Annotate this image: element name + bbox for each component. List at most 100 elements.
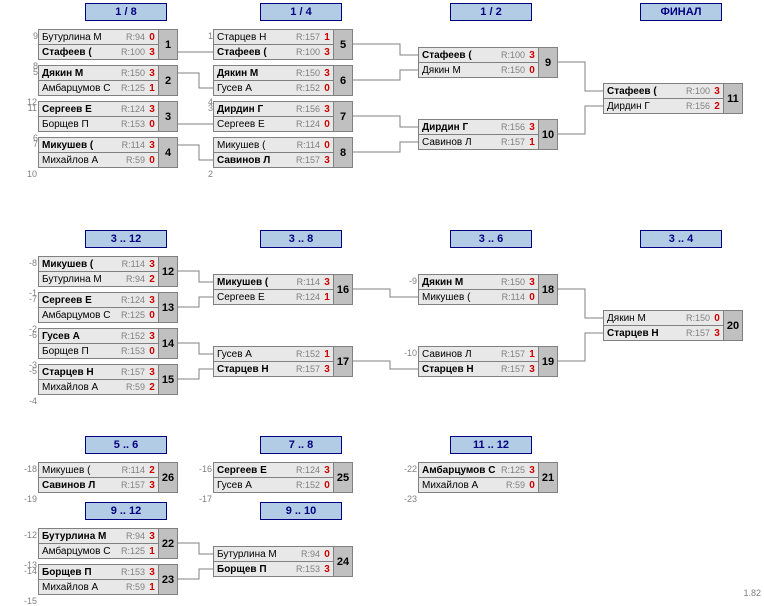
score: 3 bbox=[146, 531, 158, 542]
rating: R:59 bbox=[117, 582, 146, 592]
player-row: 3Дирдин ГR:1563 bbox=[214, 102, 334, 117]
rating: R:156 bbox=[292, 104, 321, 114]
player-name: Амбарцумов С bbox=[39, 546, 117, 557]
player-row: Гусев АR:1521 bbox=[214, 347, 334, 362]
score: 1 bbox=[526, 349, 538, 360]
score: 3 bbox=[146, 480, 158, 491]
player-name: Михайлов А bbox=[419, 480, 497, 491]
match-m10: Дирдин ГR:1563Савинов ЛR:157110 bbox=[418, 119, 558, 150]
header-9-10: 9 .. 10 bbox=[260, 502, 342, 520]
player-name: Дирдин Г bbox=[419, 122, 497, 133]
player-name: Сергеев Е bbox=[39, 295, 117, 306]
player-row: -22Амбарцумов СR:1253 bbox=[419, 463, 539, 478]
score: 3 bbox=[526, 277, 538, 288]
score: 2 bbox=[711, 101, 723, 112]
player-row: -1Бутурлина МR:942 bbox=[39, 272, 159, 287]
rating: R:100 bbox=[682, 86, 711, 96]
match-m19: -10Савинов ЛR:1571Старцев НR:157319 bbox=[418, 346, 558, 377]
player-row: -19Савинов ЛR:1573 bbox=[39, 478, 159, 493]
player-row: Борщев ПR:1533 bbox=[214, 562, 334, 577]
score: 3 bbox=[146, 140, 158, 151]
rating: R:152 bbox=[117, 331, 146, 341]
match-number: 6 bbox=[334, 66, 353, 96]
score: 3 bbox=[321, 47, 333, 58]
rating: R:94 bbox=[292, 549, 321, 559]
score: 3 bbox=[321, 155, 333, 166]
rating: R:157 bbox=[292, 155, 321, 165]
match-m3: 11Сергеев ЕR:12436Борщев ПR:15303 bbox=[38, 101, 178, 132]
rating: R:153 bbox=[117, 346, 146, 356]
match-m20: Дякин МR:1500Старцев НR:157320 bbox=[603, 310, 743, 341]
player-name: Старцев Н bbox=[419, 364, 497, 375]
score: 0 bbox=[526, 292, 538, 303]
score: 1 bbox=[146, 582, 158, 593]
rating: R:59 bbox=[497, 480, 526, 490]
score: 0 bbox=[146, 346, 158, 357]
player-row: Стафеев (R:1003 bbox=[214, 45, 334, 60]
seed: 11 bbox=[21, 103, 37, 113]
match-number: 13 bbox=[159, 293, 178, 323]
score: 3 bbox=[526, 364, 538, 375]
player-row: -13Амбарцумов СR:1251 bbox=[39, 544, 159, 559]
player-name: Савинов Л bbox=[214, 155, 292, 166]
match-m16: Микушев (R:1143Сергеев ЕR:124116 bbox=[213, 274, 353, 305]
match-number: 8 bbox=[334, 138, 353, 168]
player-row: -17Гусев АR:1520 bbox=[214, 478, 334, 493]
match-m21: -22Амбарцумов СR:1253-23Михайлов АR:5902… bbox=[418, 462, 558, 493]
match-number: 3 bbox=[159, 102, 178, 132]
rating: R:150 bbox=[682, 313, 711, 323]
rating: R:114 bbox=[497, 292, 526, 302]
score: 0 bbox=[321, 480, 333, 491]
player-row: 6Борщев ПR:1530 bbox=[39, 117, 159, 132]
player-name: Микушев ( bbox=[214, 140, 292, 151]
match-number: 10 bbox=[539, 120, 558, 150]
player-name: Борщев П bbox=[39, 119, 117, 130]
score: 3 bbox=[321, 364, 333, 375]
rating: R:114 bbox=[292, 277, 321, 287]
player-name: Дякин М bbox=[214, 68, 292, 79]
seed: 9 bbox=[25, 31, 38, 41]
player-name: Микушев ( bbox=[214, 277, 292, 288]
seed: -15 bbox=[21, 596, 37, 606]
match-number: 2 bbox=[159, 66, 178, 96]
rating: R:124 bbox=[292, 465, 321, 475]
rating: R:153 bbox=[117, 119, 146, 129]
match-m9: Стафеев (R:1003Дякин МR:15009 bbox=[418, 47, 558, 78]
player-name: Амбарцумов С bbox=[39, 83, 117, 94]
rating: R:124 bbox=[117, 295, 146, 305]
rating: R:100 bbox=[497, 50, 526, 60]
score: 3 bbox=[321, 277, 333, 288]
seed: -8 bbox=[21, 258, 37, 268]
player-name: Дякин М bbox=[39, 68, 117, 79]
player-name: Сергеев Е bbox=[214, 119, 292, 130]
player-name: Сергеев Е bbox=[214, 465, 292, 476]
player-row: Дирдин ГR:1563 bbox=[419, 120, 539, 135]
score: 3 bbox=[321, 104, 333, 115]
player-name: Старцев Н bbox=[39, 367, 117, 378]
seed: 5 bbox=[25, 67, 38, 77]
player-name: Бутурлина М bbox=[39, 274, 117, 285]
seed: -10 bbox=[401, 348, 417, 358]
match-m2: 5Дякин МR:150312Амбарцумов СR:12512 bbox=[38, 65, 178, 96]
score: 1 bbox=[321, 349, 333, 360]
header-5-6: 5 .. 6 bbox=[85, 436, 167, 454]
score: 2 bbox=[146, 382, 158, 393]
match-m12: -8Микушев (R:1143-1Бутурлина МR:94212 bbox=[38, 256, 178, 287]
player-name: Савинов Л bbox=[419, 349, 497, 360]
player-name: Борщев П bbox=[214, 564, 292, 575]
seed: -23 bbox=[401, 494, 417, 504]
score: 2 bbox=[146, 274, 158, 285]
score: 1 bbox=[146, 83, 158, 94]
player-name: Бутурлина М bbox=[39, 531, 117, 542]
match-number: 1 bbox=[159, 30, 178, 60]
player-row: -23Михайлов АR:590 bbox=[419, 478, 539, 493]
seed: 10 bbox=[21, 169, 37, 179]
rating: R:124 bbox=[117, 104, 146, 114]
rating: R:94 bbox=[117, 32, 146, 42]
match-number: 20 bbox=[724, 311, 743, 341]
header-3-8: 3 .. 8 bbox=[260, 230, 342, 248]
rating: R:150 bbox=[117, 68, 146, 78]
player-name: Дякин М bbox=[419, 277, 497, 288]
score: 3 bbox=[526, 50, 538, 61]
seed: -18 bbox=[21, 464, 37, 474]
